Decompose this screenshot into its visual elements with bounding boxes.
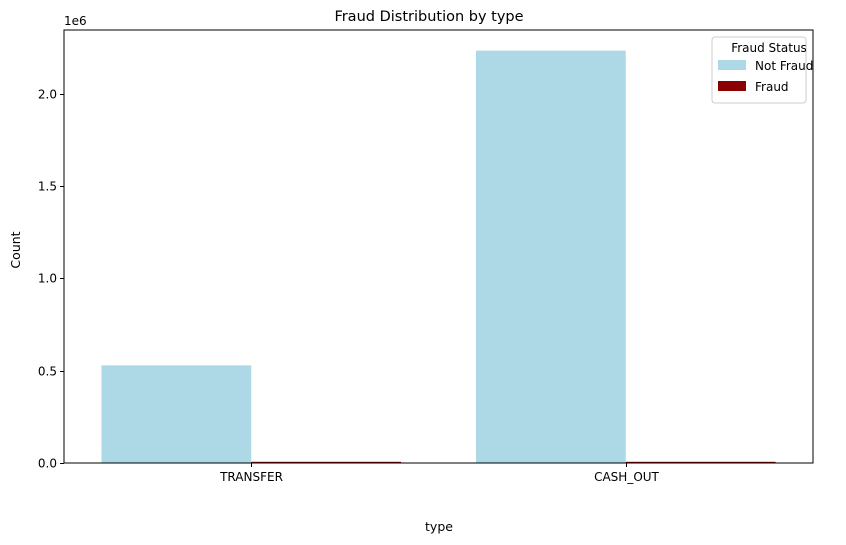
y-axis-ticks: 0.0 0.5 1.0 1.5 2.0 [38, 88, 64, 471]
legend-title: Fraud Status [731, 41, 807, 55]
bar-fraud-cash_out [625, 461, 776, 463]
x-tick-label: CASH_OUT [594, 470, 659, 484]
legend-label: Fraud [755, 80, 789, 94]
x-axis-label: type [425, 519, 453, 534]
bars-group [101, 50, 776, 463]
y-tick-label: 1.5 [38, 180, 57, 194]
legend-swatch [718, 60, 746, 70]
y-tick-label: 0.0 [38, 457, 57, 471]
legend-entries: Not Fraud Fraud [718, 59, 813, 94]
y-tick-label: 2.0 [38, 88, 57, 102]
plot-frame [63, 29, 814, 464]
legend: Fraud Status Not Fraud Fraud [711, 36, 813, 104]
y-axis-label: Count [8, 231, 23, 268]
y-tick-label: 1.0 [38, 272, 57, 286]
y-multiplier-label: 1e6 [64, 14, 87, 28]
y-tick-label: 0.5 [38, 365, 57, 379]
bar-not-fraud-cash_out [475, 50, 626, 463]
bar-fraud-transfer [251, 461, 402, 463]
legend-label: Not Fraud [755, 59, 813, 73]
x-tick-label: TRANSFER [219, 470, 283, 484]
bar-not-fraud-transfer [101, 365, 252, 463]
chart-title: Fraud Distribution by type [334, 9, 523, 25]
x-axis-ticks: TRANSFER CASH_OUT [219, 463, 660, 484]
legend-swatch [718, 81, 746, 91]
